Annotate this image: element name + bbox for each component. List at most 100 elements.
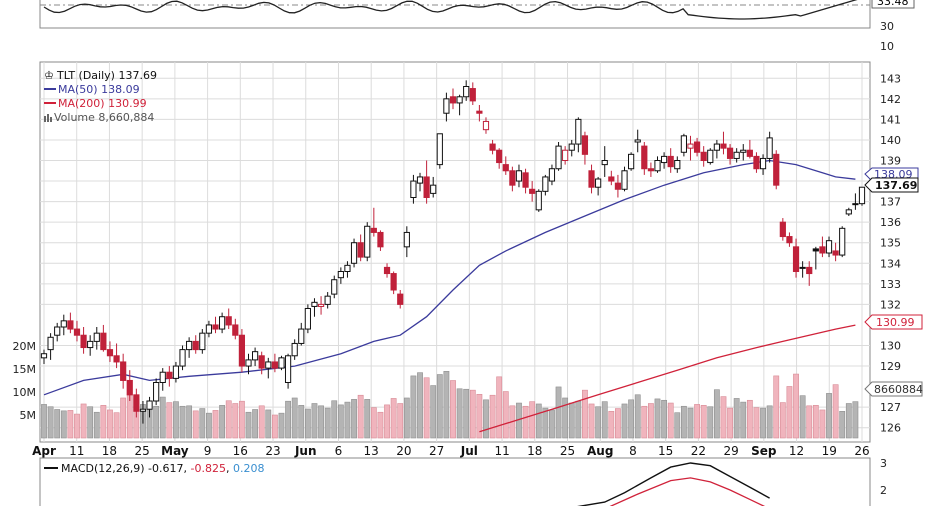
volume-tag: 8660884 [864,381,923,397]
legend-ma200: MA(200) 130.99 [58,97,147,110]
date-tick-label: 18 [102,444,117,458]
candle-body [370,227,377,233]
candle-body [588,170,595,188]
price-tick-label: 134 [880,257,901,270]
volume-bar [746,399,753,439]
macd-signal-line [609,477,766,506]
volume-bar [615,408,621,439]
legend-ticker: TLT (Daily) 137.69 [56,69,157,82]
volume-bar [839,411,846,439]
candle-body [726,147,734,159]
date-tick-label: 18 [527,444,542,458]
price-tick-label: 137 [880,196,901,209]
volume-bar [271,414,278,439]
price-axis-ticks: 1431421411401391381371361351341331321301… [880,72,901,434]
volume-bar [390,398,397,439]
date-tick-label: 19 [822,444,837,458]
volume-bar [252,409,258,439]
macd-legend-sep: , [226,462,233,475]
volume-bar [100,405,107,439]
volume-bar [324,407,331,439]
candle-body [469,88,476,102]
candle-body [350,242,358,264]
candle-body [858,186,866,205]
candle-body [575,118,582,145]
legend-volume: Volume 8,660,884 [54,111,154,124]
volume-bar [568,402,575,439]
candle-body [331,279,338,295]
volume-bar [588,403,595,439]
volume-bar [54,409,61,439]
volume-bar [595,406,602,439]
volume-bar [779,402,786,439]
date-tick-label: Sep [751,444,777,458]
candle-body [693,141,701,153]
volume-bar [179,405,186,439]
candle-body [548,168,556,182]
volume-bars [41,370,859,439]
volume-bar [206,412,212,439]
volume-bar [436,374,443,439]
candle-body [47,336,54,351]
legend: ♔ TLT (Daily) 137.69 MA(50) 138.09 MA(20… [44,69,157,124]
candle-body [799,266,806,269]
date-tick-label: 27 [429,444,444,458]
volume-bar [351,399,357,439]
volume-bar [852,401,859,439]
candle-body [456,96,463,104]
price-panel: 1431421411401391381371361351341331321301… [13,61,923,458]
candle-body [832,250,839,256]
volume-bar [173,401,179,439]
volume-bar [311,403,318,439]
volume-bar [601,401,608,439]
candle-body [251,351,259,361]
volume-bar [819,409,826,439]
volume-bar [456,388,463,439]
volume-bar [549,409,555,439]
candle-body [476,110,483,114]
volume-bar [760,407,766,439]
volume-bar [483,399,489,439]
price-tick-label: 142 [880,93,901,106]
volume-tick-label: 5M [20,409,37,422]
candle-body [542,176,549,192]
date-tick-label: Jul [460,444,478,458]
volume-bar [364,399,371,439]
volume-bar [680,405,687,439]
candle-body [357,242,364,258]
macd-frame [39,457,871,506]
date-tick-label: 29 [723,444,738,458]
volume-bar [727,407,733,439]
candle-body [825,240,833,254]
date-tick-label: 8 [629,444,637,458]
candle-body [159,371,166,384]
date-tick-label: 25 [135,444,150,458]
macd-legend: MACD(12,26,9) -0.617, -0.825, 0.208 [61,462,264,475]
volume-bar [720,396,727,439]
candle-body [383,266,391,275]
date-tick-label: Aug [587,444,613,458]
price-tick-label: 143 [880,72,901,85]
volume-bar [384,404,390,439]
volume-bar [608,411,615,439]
volume-bar [67,410,74,439]
candle-body [344,264,351,273]
candle-body [713,143,720,151]
date-tick-label: May [161,444,189,458]
candle-body [87,340,94,349]
volume-bar [318,405,324,439]
volume-bar [417,372,423,439]
date-tick-label: 11 [69,444,84,458]
volume-bar [832,384,839,439]
date-tick-label: 22 [691,444,706,458]
volume-bar [469,389,476,439]
candle-body [647,168,655,172]
date-tick-label: 6 [335,444,343,458]
candle-body [786,236,793,244]
volume-bar [291,397,298,439]
price-tick-label: 141 [880,113,901,126]
volume-bar [806,405,813,439]
date-tick-label: 11 [494,444,509,458]
date-tick-label: 9 [204,444,212,458]
candle-body [271,361,278,369]
